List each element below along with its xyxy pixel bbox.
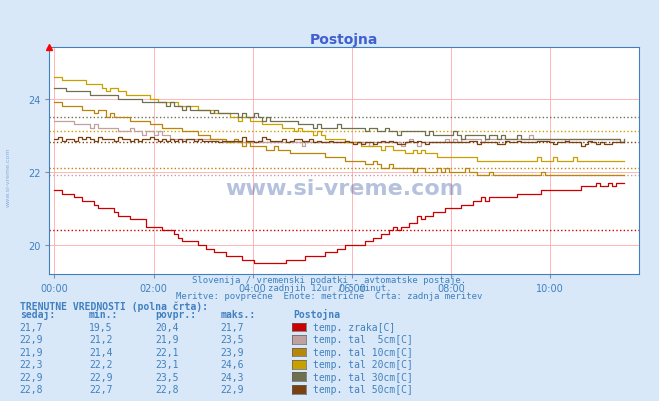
Text: www.si-vreme.com: www.si-vreme.com [6, 147, 11, 206]
Text: Postojna: Postojna [293, 309, 340, 320]
Text: temp. zraka[C]: temp. zraka[C] [313, 322, 395, 332]
Text: 23,9: 23,9 [221, 347, 244, 357]
Text: maks.:: maks.: [221, 310, 256, 320]
Text: temp. tal 10cm[C]: temp. tal 10cm[C] [313, 347, 413, 357]
Text: 21,9: 21,9 [20, 347, 43, 357]
Text: 22,9: 22,9 [20, 372, 43, 382]
Text: povpr.:: povpr.: [155, 310, 196, 320]
Text: 20,4: 20,4 [155, 322, 179, 332]
Text: sedaj:: sedaj: [20, 309, 55, 320]
Text: 21,2: 21,2 [89, 334, 113, 344]
Text: temp. tal 50cm[C]: temp. tal 50cm[C] [313, 384, 413, 394]
Text: 21,9: 21,9 [155, 334, 179, 344]
Text: 22,7: 22,7 [89, 384, 113, 394]
Text: 22,9: 22,9 [20, 334, 43, 344]
Text: 22,8: 22,8 [20, 384, 43, 394]
Text: 21,7: 21,7 [221, 322, 244, 332]
Text: www.si-vreme.com: www.si-vreme.com [225, 178, 463, 198]
Text: 21,4: 21,4 [89, 347, 113, 357]
Text: temp. tal  5cm[C]: temp. tal 5cm[C] [313, 334, 413, 344]
Text: temp. tal 30cm[C]: temp. tal 30cm[C] [313, 372, 413, 382]
Text: 23,5: 23,5 [221, 334, 244, 344]
Text: 23,5: 23,5 [155, 372, 179, 382]
Text: zadnjih 12ur / 5 minut.: zadnjih 12ur / 5 minut. [268, 284, 391, 293]
Text: 21,7: 21,7 [20, 322, 43, 332]
Text: 22,9: 22,9 [221, 384, 244, 394]
Text: 24,6: 24,6 [221, 359, 244, 369]
Text: 22,1: 22,1 [155, 347, 179, 357]
Text: TRENUTNE VREDNOSTI (polna črta):: TRENUTNE VREDNOSTI (polna črta): [20, 301, 208, 312]
Text: 24,3: 24,3 [221, 372, 244, 382]
Text: 23,1: 23,1 [155, 359, 179, 369]
Text: 22,9: 22,9 [89, 372, 113, 382]
Text: 19,5: 19,5 [89, 322, 113, 332]
Title: Postojna: Postojna [310, 33, 378, 47]
Text: Slovenija / vremenski podatki - avtomatske postaje.: Slovenija / vremenski podatki - avtomats… [192, 276, 467, 285]
Text: Meritve: povprečne  Enote: metrične  Črta: zadnja meritev: Meritve: povprečne Enote: metrične Črta:… [177, 290, 482, 301]
Text: min.:: min.: [89, 310, 119, 320]
Text: temp. tal 20cm[C]: temp. tal 20cm[C] [313, 359, 413, 369]
Text: 22,3: 22,3 [20, 359, 43, 369]
Text: 22,2: 22,2 [89, 359, 113, 369]
Text: 22,8: 22,8 [155, 384, 179, 394]
